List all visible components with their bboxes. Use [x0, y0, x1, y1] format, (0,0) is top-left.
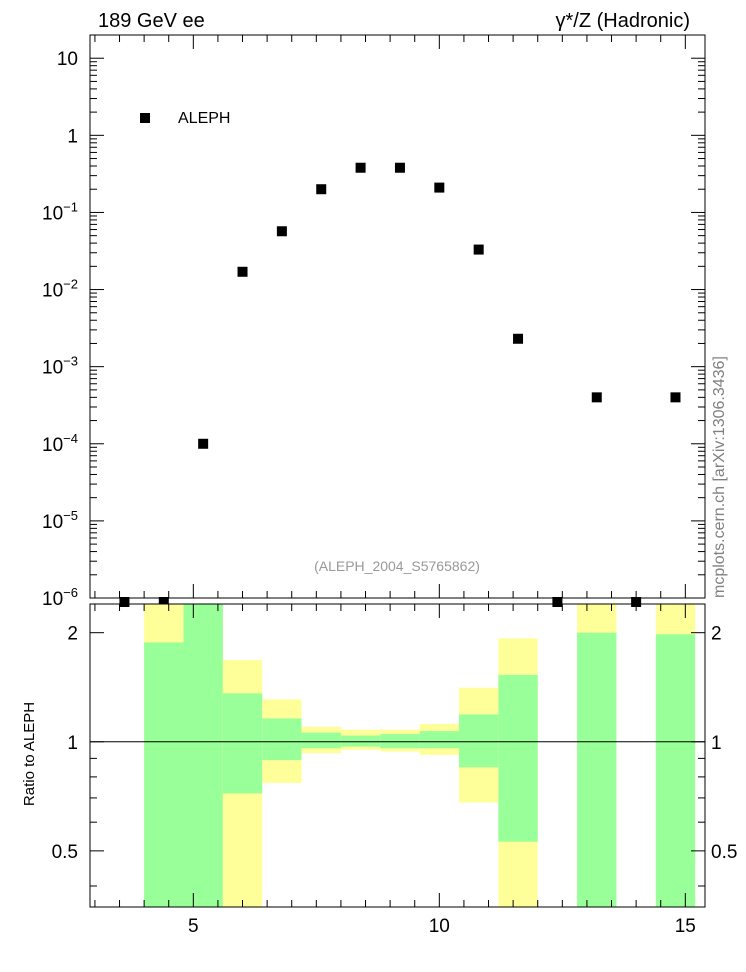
data-point-8	[434, 182, 445, 193]
data-point-7	[394, 162, 405, 173]
ratio-ytick-label-right-2: 0.5	[711, 842, 737, 863]
top-ytick-label-7: 10−6	[42, 585, 78, 610]
data-point-11	[552, 597, 563, 607]
legend-marker	[140, 113, 150, 123]
header-right-title: γ*/Z (Hadronic)	[556, 10, 690, 32]
x-tick-label-1: 10	[429, 916, 450, 937]
data-point-3	[237, 266, 248, 277]
top-ytick-label-5: 10−4	[42, 431, 78, 456]
data-point-2	[198, 438, 209, 449]
ratio-ytick-label-left-0: 2	[67, 624, 78, 645]
top-ytick-label-1: 1	[67, 126, 78, 147]
top-panel: 10 1 10−1 10−2 10−3 10−4 10−5 10−6 ALEPH	[42, 34, 706, 610]
ratio-band-inner-7	[419, 731, 459, 749]
ratio-band-inner-10	[577, 632, 617, 907]
ratio-band-inner-5	[340, 735, 381, 747]
ratio-band-inner-3	[262, 718, 302, 761]
data-point-9	[473, 244, 484, 255]
ratio-band-inner-11	[655, 634, 696, 907]
ratio-ytick-label-right-1: 1	[711, 733, 722, 754]
ratio-ytick-label-right-0: 2	[711, 624, 722, 645]
ratio-band-inner-2	[222, 693, 263, 794]
analysis-id: (ALEPH_2004_S5765862)	[314, 558, 480, 574]
ratio-ytick-label-left-1: 1	[67, 733, 78, 754]
top-ytick-label-2: 10−1	[42, 199, 78, 224]
x-tick-label-2: 15	[675, 916, 696, 937]
x-tick-label-0: 5	[188, 916, 199, 937]
data-point-6	[355, 162, 366, 173]
ratio-ylabel: Ratio to ALEPH	[21, 702, 38, 806]
ratio-band-inner-9	[498, 674, 538, 842]
header-left-title: 189 GeV ee	[98, 10, 205, 32]
data-point-5	[316, 184, 327, 195]
ratio-panel: 5 10 15 2 2 1 1 0.5 0.5	[52, 603, 737, 937]
ratio-frame	[89, 603, 706, 908]
top-ytick-label-3: 10−2	[42, 277, 78, 302]
ratio-band-inner-8	[459, 714, 499, 768]
data-point-4	[276, 226, 287, 237]
data-point-0	[119, 597, 130, 607]
data-point-13	[631, 597, 642, 607]
data-point-12	[591, 392, 602, 403]
top-ytick-label-0: 10	[57, 49, 78, 70]
top-frame	[89, 34, 706, 599]
ratio-band-inner-0	[144, 642, 184, 907]
ratio-band-inner-4	[301, 732, 341, 749]
top-ytick-label-4: 10−3	[42, 354, 78, 379]
ratio-ytick-label-left-2: 0.5	[52, 842, 78, 863]
watermark: mcplots.cern.ch [arXiv:1306.3436]	[711, 356, 728, 598]
ratio-band-inner-1	[183, 604, 223, 907]
legend-label: ALEPH	[178, 110, 230, 127]
ratio-band-inner-6	[380, 734, 420, 749]
top-ytick-label-6: 10−5	[42, 508, 78, 533]
data-point-1	[158, 597, 169, 607]
data-point-14	[670, 392, 681, 403]
data-point-10	[513, 333, 524, 344]
